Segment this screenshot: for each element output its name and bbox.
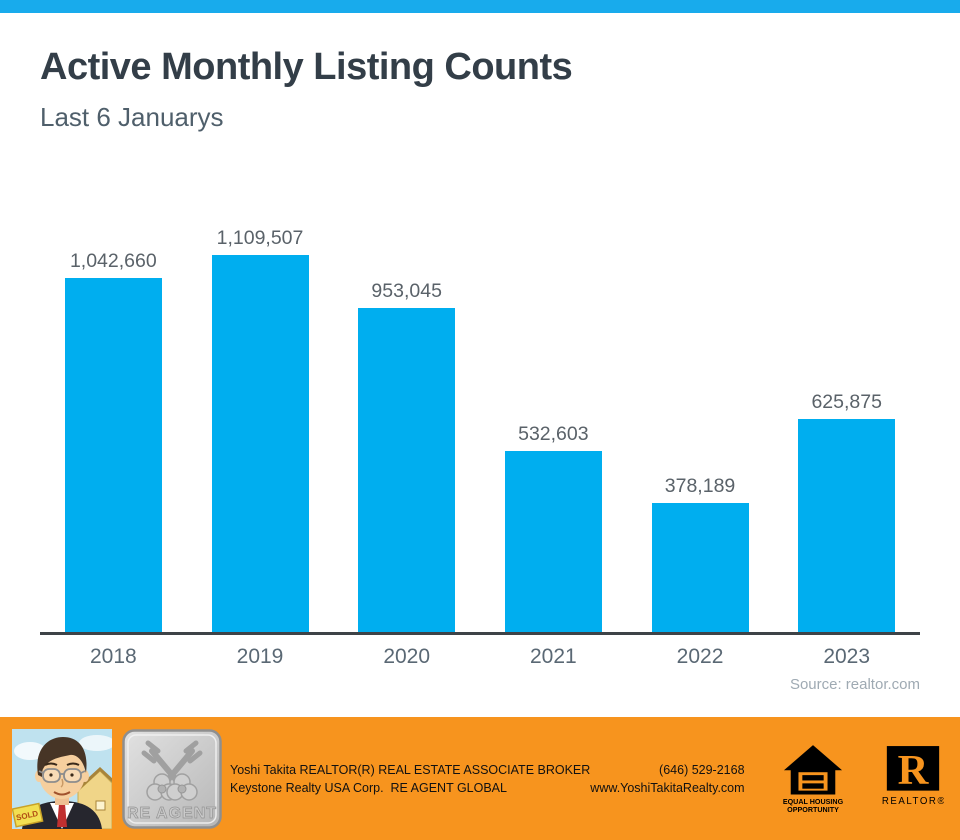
chart-column-2022: 378,189 [627, 475, 774, 632]
equal-housing-label-1: EQUAL HOUSING [783, 798, 844, 806]
x-axis-label-2023: 2023 [823, 645, 871, 668]
equal-housing-label-2: OPPORTUNITY [787, 805, 839, 813]
equal-housing-logo: EQUAL HOUSING OPPORTUNITY [782, 744, 844, 814]
crossed-keys-icon: RE AGENT [122, 728, 222, 829]
re-agent-badge: RE AGENT [122, 728, 222, 829]
x-axis-label-2019: 2019 [236, 645, 284, 668]
chart-column-2023: 625,875 [773, 391, 920, 632]
chart-column-2021: 532,603 [480, 423, 627, 632]
chart-column-2018: 1,042,660 [40, 250, 187, 632]
x-axis-label-2022: 2022 [676, 645, 724, 668]
bar-value-label: 625,875 [811, 391, 882, 413]
page-title: Active Monthly Listing Counts [40, 46, 573, 88]
bar-value-label: 953,045 [371, 280, 442, 302]
bar-2020 [358, 308, 456, 632]
equal-housing-icon: EQUAL HOUSING OPPORTUNITY [783, 744, 844, 813]
bar-value-label: 1,042,660 [69, 250, 157, 272]
agent-identity-lines: Yoshi Takita REALTOR(R) REAL ESTATE ASSO… [230, 761, 590, 797]
footer-banner: SOLD [0, 717, 960, 840]
source-note: Source: realtor.com [789, 676, 920, 693]
x-axis-label-2020: 2020 [383, 645, 431, 668]
chart-column-2020: 953,045 [333, 280, 480, 632]
realtor-r-icon: R REALTOR® [882, 745, 944, 807]
agent-caricature-icon: SOLD [12, 728, 112, 829]
agent-contact-block: Yoshi Takita REALTOR(R) REAL ESTATE ASSO… [230, 761, 745, 797]
bar-2023 [798, 419, 896, 632]
re-agent-badge-label: RE AGENT [127, 805, 217, 822]
bar-value-label: 378,189 [664, 475, 736, 497]
bar-2022 [651, 503, 749, 632]
realtor-label: REALTOR® [882, 796, 944, 807]
x-axis-label-2018: 2018 [89, 645, 137, 668]
bar-value-label: 1,109,507 [216, 227, 304, 249]
x-axis-label-2021: 2021 [529, 645, 577, 668]
agent-company-line: Keystone Realty USA Corp. RE AGENT GLOBA… [230, 780, 507, 795]
bar-2021 [504, 451, 602, 632]
plot-area: 1,042,660 1,109,507 953,045 532,603 378,189 6… [40, 132, 920, 635]
bar-value-label: 532,603 [518, 423, 589, 445]
chart-column-2019: 1,109,507 [187, 227, 334, 632]
realtor-logo: R REALTOR® [882, 745, 944, 812]
chart-section: Active Monthly Listing Counts Last 6 Jan… [0, 13, 960, 717]
agent-contact-lines: (646) 529-2168 www.YoshiTakitaRealty.com [590, 761, 744, 797]
bar-2018 [64, 278, 162, 632]
bar-2019 [211, 255, 309, 632]
agent-phone: (646) 529-2168 [659, 762, 745, 777]
x-axis-labels: 2018 2019 2020 2021 2022 2023 [40, 635, 920, 670]
agent-name-line: Yoshi Takita REALTOR(R) REAL ESTATE ASSO… [230, 762, 591, 777]
agent-avatar: SOLD [12, 728, 112, 829]
svg-text:R: R [898, 746, 930, 793]
agent-website: www.YoshiTakitaRealty.com [590, 780, 745, 795]
top-accent-strip [0, 0, 960, 13]
page-subtitle: Last 6 Januarys [40, 102, 224, 132]
